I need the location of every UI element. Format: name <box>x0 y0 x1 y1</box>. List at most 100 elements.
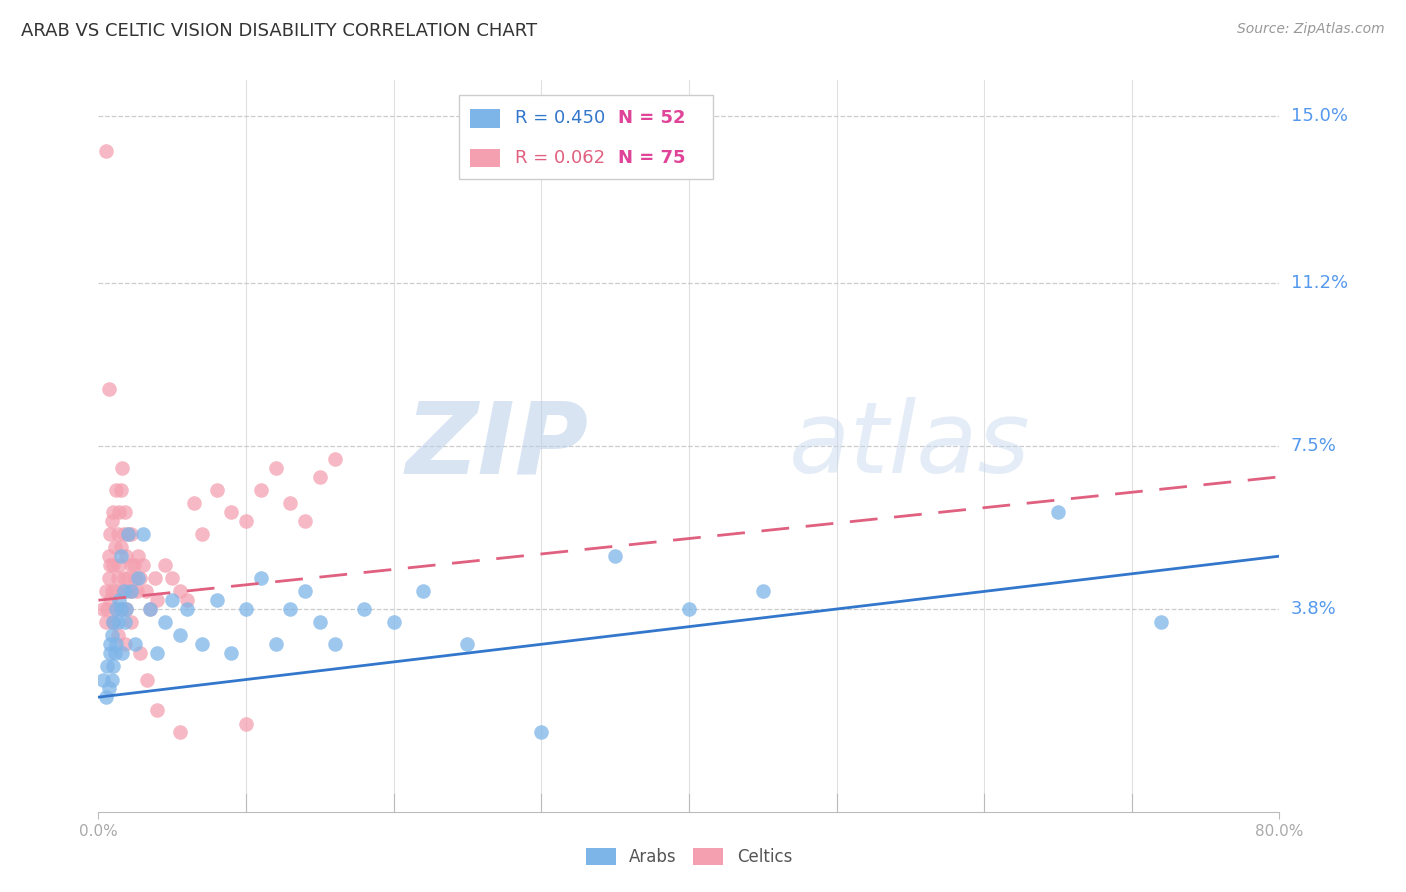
Point <box>127 571 149 585</box>
Point <box>139 602 162 616</box>
Point <box>98 646 121 660</box>
Point <box>264 461 287 475</box>
Point <box>111 584 134 599</box>
Point <box>146 703 169 717</box>
Point <box>115 602 138 616</box>
Point <box>219 646 242 660</box>
Point <box>176 602 198 616</box>
Point <box>104 584 127 599</box>
Point <box>108 505 131 519</box>
Point <box>120 527 142 541</box>
Point <box>91 673 114 687</box>
Point <box>235 716 257 731</box>
FancyBboxPatch shape <box>471 110 501 128</box>
Point <box>103 558 125 572</box>
Point <box>94 144 117 158</box>
Point <box>530 725 553 739</box>
Point <box>91 602 114 616</box>
Point <box>205 483 228 497</box>
Point <box>100 584 122 599</box>
Point <box>107 571 129 585</box>
Point <box>103 615 125 630</box>
Point <box>235 602 257 616</box>
Point <box>103 659 125 673</box>
Point <box>143 571 166 585</box>
Point <box>94 584 117 599</box>
Point <box>115 549 138 563</box>
Point <box>139 602 162 616</box>
Point <box>94 690 117 705</box>
Text: ZIP: ZIP <box>405 398 589 494</box>
Point <box>100 628 122 642</box>
Point <box>112 527 135 541</box>
Point <box>110 602 132 616</box>
Point <box>191 637 214 651</box>
Point <box>117 527 139 541</box>
Point <box>108 558 131 572</box>
Point <box>104 541 127 555</box>
Point <box>191 527 214 541</box>
Point <box>235 514 257 528</box>
Text: ARAB VS CELTIC VISION DISABILITY CORRELATION CHART: ARAB VS CELTIC VISION DISABILITY CORRELA… <box>21 22 537 40</box>
Point <box>103 615 125 630</box>
Point <box>456 637 478 651</box>
Point <box>100 514 122 528</box>
Text: 11.2%: 11.2% <box>1291 274 1348 292</box>
Point <box>114 615 136 630</box>
Point <box>382 615 405 630</box>
Text: 3.8%: 3.8% <box>1291 600 1336 618</box>
Point <box>120 558 142 572</box>
Point <box>104 646 127 660</box>
Point <box>117 571 139 585</box>
Point <box>114 505 136 519</box>
Point <box>678 602 700 616</box>
Point <box>96 602 118 616</box>
Point <box>103 505 125 519</box>
Point <box>250 483 273 497</box>
Point <box>112 571 135 585</box>
Point <box>294 514 316 528</box>
Point <box>219 505 242 519</box>
Point <box>309 615 332 630</box>
Point <box>162 593 183 607</box>
Point <box>278 496 302 510</box>
Point <box>183 496 205 510</box>
Point <box>118 584 141 599</box>
Point <box>323 452 346 467</box>
Point <box>97 382 120 396</box>
Point <box>112 584 135 599</box>
Text: Source: ZipAtlas.com: Source: ZipAtlas.com <box>1237 22 1385 37</box>
Point <box>100 673 122 687</box>
Point <box>98 558 121 572</box>
Point <box>105 637 128 651</box>
Point <box>294 584 316 599</box>
Point <box>111 646 134 660</box>
Text: 7.5%: 7.5% <box>1291 437 1337 455</box>
Point <box>264 637 287 651</box>
Point <box>278 602 302 616</box>
FancyBboxPatch shape <box>471 149 501 167</box>
Point <box>97 549 120 563</box>
Point <box>135 584 157 599</box>
Point <box>128 646 150 660</box>
FancyBboxPatch shape <box>458 95 713 179</box>
Point <box>136 673 159 687</box>
Point <box>97 571 120 585</box>
Point <box>169 628 191 642</box>
Point <box>120 584 142 599</box>
Point <box>412 584 434 599</box>
Point <box>105 602 128 616</box>
Point <box>605 549 627 563</box>
Point <box>1150 615 1173 630</box>
Point <box>97 681 120 696</box>
Point <box>124 637 146 651</box>
Point <box>107 527 129 541</box>
Point <box>98 637 121 651</box>
Point <box>353 602 375 616</box>
Point <box>111 461 134 475</box>
Point <box>114 584 136 599</box>
Point <box>110 483 132 497</box>
Point <box>98 527 121 541</box>
Point <box>108 593 131 607</box>
Point <box>94 615 117 630</box>
